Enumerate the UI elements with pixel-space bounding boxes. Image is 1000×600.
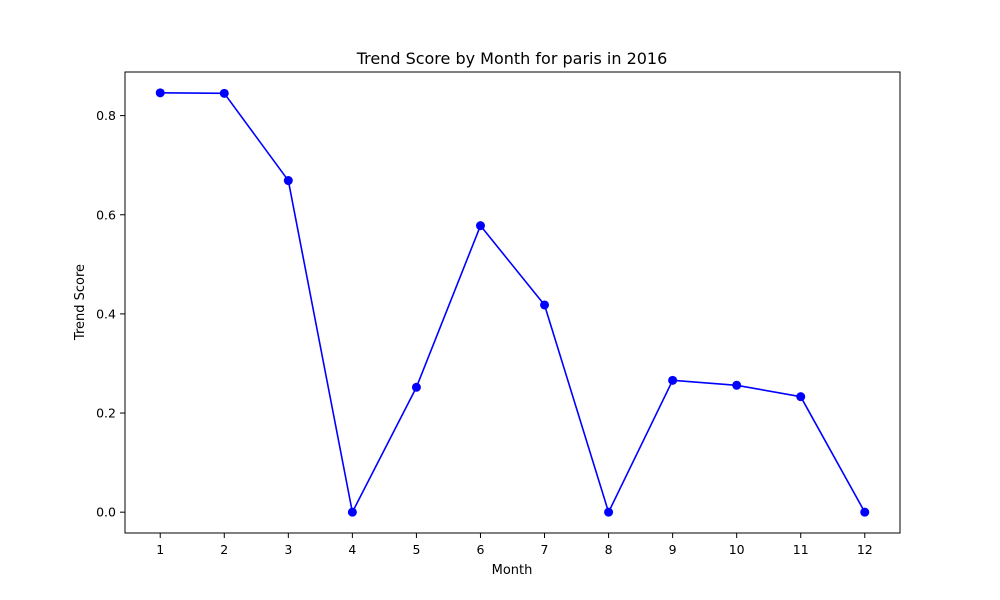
data-point [347,507,357,517]
x-tick-label: 12 [857,542,873,557]
data-point [283,176,293,186]
data-point [475,221,485,231]
data-point [219,88,229,98]
data-point [604,507,614,517]
series-points [155,88,870,517]
x-tick-label: 5 [412,542,420,557]
x-axis-label: Month [492,563,533,578]
chart-title: Trend Score by Month for paris in 2016 [356,49,668,68]
x-tick-label: 4 [348,542,356,557]
x-tick-label: 1 [156,542,164,557]
x-tick-label: 6 [476,542,484,557]
y-axis-label: Trend Score [73,264,88,341]
y-tick-label: 0.8 [96,108,116,123]
x-tick-label: 9 [669,542,677,557]
data-point [411,382,421,392]
data-point [860,507,870,517]
y-tick-label: 0.6 [96,207,116,222]
y-tick-label: 0.4 [96,306,116,321]
data-point [668,375,678,385]
y-tick-label: 0.0 [96,505,116,520]
data-point [732,380,742,390]
axis-ticks: 1 2 3 4 5 6 7 8 9 10 11 120.00.20.40.60.8 [96,108,873,557]
x-tick-label: 7 [541,542,549,557]
x-tick-label: 10 [729,542,745,557]
x-tick-label: 8 [605,542,613,557]
data-point [540,300,550,310]
data-point [155,88,165,98]
data-point [796,392,806,402]
x-tick-label: 11 [793,542,809,557]
y-tick-label: 0.2 [96,406,116,421]
series-line-path [160,92,866,513]
plot-area [124,71,901,534]
x-tick-label: 2 [220,542,228,557]
x-tick-label: 3 [284,542,292,557]
series-line [160,92,866,513]
